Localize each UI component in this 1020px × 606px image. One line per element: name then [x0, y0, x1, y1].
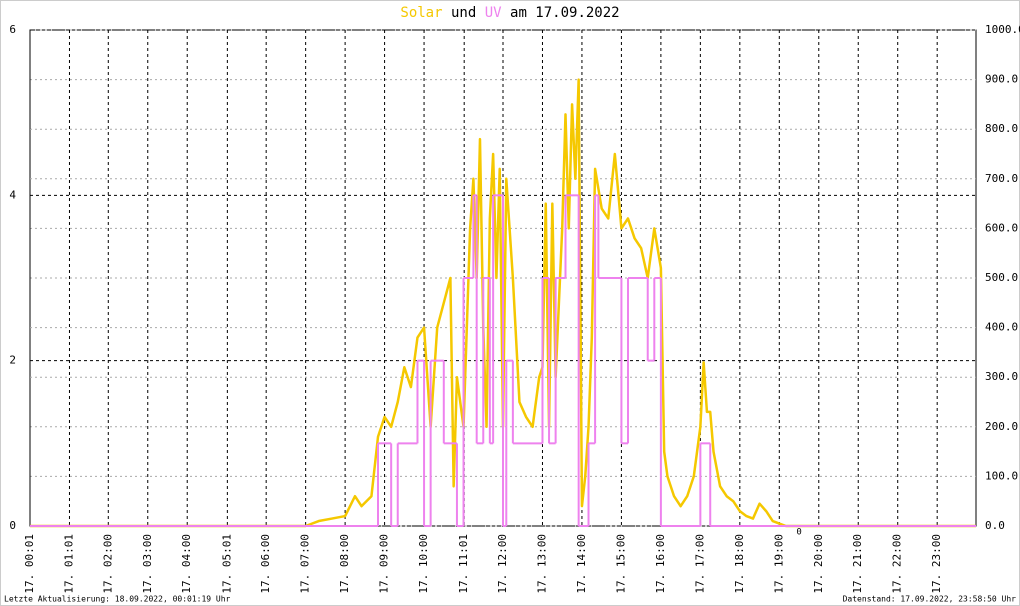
- x-tick-label: 17. 03:00: [141, 534, 154, 594]
- y2-tick-label: 600.0: [985, 221, 1018, 234]
- annotation: 0: [796, 528, 801, 538]
- x-tick-label: 17. 08:00: [338, 534, 351, 594]
- y-tick-label: 4: [9, 188, 16, 201]
- y2-tick-label: 500.0: [985, 271, 1018, 284]
- y-tick-label: 2: [9, 354, 16, 367]
- y2-tick-label: 0.0: [985, 519, 1005, 532]
- x-tick-label: 17. 02:00: [101, 534, 114, 594]
- x-tick-label: 17. 00:01: [23, 534, 36, 594]
- title-solar: Solar: [400, 5, 442, 21]
- x-tick-label: 17. 12:00: [496, 534, 509, 594]
- x-tick-label: 17. 01:01: [62, 534, 75, 594]
- x-tick-label: 17. 11:01: [457, 534, 470, 594]
- title-date: am 17.09.2022: [510, 5, 620, 21]
- x-tick-label: 17. 14:00: [575, 534, 588, 594]
- x-tick-label: 17. 21:00: [851, 534, 864, 594]
- x-tick-label: 17. 13:00: [535, 534, 548, 594]
- x-tick-label: 17. 22:00: [891, 534, 904, 594]
- footer-right: Datenstand: 17.09.2022, 23:58:50 Uhr: [843, 595, 1017, 604]
- y2-tick-label: 1000.0: [985, 23, 1020, 36]
- y2-tick-label: 900.0: [985, 73, 1018, 86]
- x-tick-label: 17. 19:00: [772, 534, 785, 594]
- x-tick-label: 17. 23:00: [930, 534, 943, 594]
- x-tick-label: 17. 09:00: [378, 534, 391, 594]
- x-tick-label: 17. 06:00: [259, 534, 272, 594]
- y-tick-label: 0: [9, 519, 16, 532]
- x-tick-label: 17. 04:00: [180, 534, 193, 594]
- y-tick-label: 6: [9, 23, 16, 36]
- footer-left: Letzte Aktualisierung: 18.09.2022, 00:01…: [4, 595, 231, 604]
- x-tick-label: 17. 10:00: [417, 534, 430, 594]
- x-tick-label: 17. 16:00: [654, 534, 667, 594]
- title-uv: UV: [485, 5, 502, 21]
- x-tick-label: 17. 18:00: [733, 534, 746, 594]
- uv-series: [30, 194, 976, 527]
- y2-tick-label: 100.0: [985, 469, 1018, 482]
- x-tick-label: 17. 07:00: [299, 534, 312, 594]
- x-tick-label: 17. 17:00: [693, 534, 706, 594]
- y2-tick-label: 200.0: [985, 420, 1018, 433]
- y2-tick-label: 700.0: [985, 172, 1018, 185]
- x-tick-label: 17. 15:00: [614, 534, 627, 594]
- y2-tick-label: 400.0: [985, 321, 1018, 334]
- y2-tick-label: 800.0: [985, 122, 1018, 135]
- chart-title: Solar und UV am 17.09.2022: [400, 5, 619, 21]
- x-tick-label: 17. 20:00: [812, 534, 825, 594]
- y2-tick-label: 300.0: [985, 370, 1018, 383]
- title-und: und: [451, 5, 476, 21]
- x-tick-label: 17. 05:01: [220, 534, 233, 594]
